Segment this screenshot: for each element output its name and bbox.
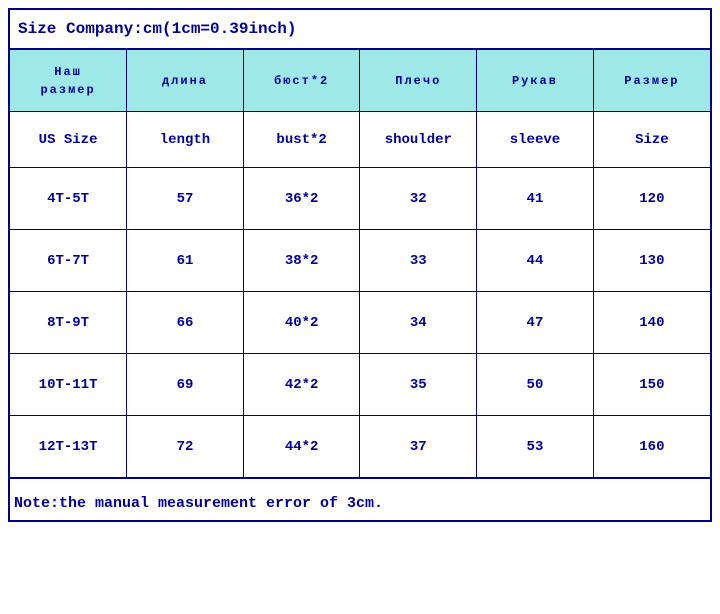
- cell: 150: [593, 354, 710, 416]
- cell: 34: [360, 292, 477, 354]
- cell: 72: [127, 416, 244, 478]
- header-row-russian: Нашразмер длина бюст*2 Плечо Рукав Разме…: [10, 50, 710, 112]
- cell: 37: [360, 416, 477, 478]
- table-row: 6T-7T 61 38*2 33 44 130: [10, 230, 710, 292]
- cell: 130: [593, 230, 710, 292]
- cell: 61: [127, 230, 244, 292]
- cell: 160: [593, 416, 710, 478]
- chart-title: Size Company:cm(1cm=0.39inch): [10, 10, 710, 49]
- header-en-4: sleeve: [477, 112, 594, 168]
- header-row-english: US Size length bust*2 shoulder sleeve Si…: [10, 112, 710, 168]
- header-ru-5: Размер: [593, 50, 710, 112]
- cell: 4T-5T: [10, 168, 127, 230]
- size-table: Нашразмер длина бюст*2 Плечо Рукав Разме…: [10, 49, 710, 478]
- cell: 6T-7T: [10, 230, 127, 292]
- chart-footer-note: Note:the manual measurement error of 3cm…: [10, 478, 710, 520]
- cell: 10T-11T: [10, 354, 127, 416]
- cell: 69: [127, 354, 244, 416]
- cell: 66: [127, 292, 244, 354]
- cell: 32: [360, 168, 477, 230]
- cell: 44: [477, 230, 594, 292]
- cell: 40*2: [243, 292, 360, 354]
- cell: 36*2: [243, 168, 360, 230]
- cell: 33: [360, 230, 477, 292]
- cell: 57: [127, 168, 244, 230]
- header-en-5: Size: [593, 112, 710, 168]
- header-en-2: bust*2: [243, 112, 360, 168]
- size-chart-container: Size Company:cm(1cm=0.39inch) Нашразмер …: [8, 8, 712, 522]
- header-ru-2: бюст*2: [243, 50, 360, 112]
- cell: 42*2: [243, 354, 360, 416]
- cell: 47: [477, 292, 594, 354]
- header-en-0: US Size: [10, 112, 127, 168]
- table-row: 8T-9T 66 40*2 34 47 140: [10, 292, 710, 354]
- cell: 8T-9T: [10, 292, 127, 354]
- cell: 12T-13T: [10, 416, 127, 478]
- header-ru-3: Плечо: [360, 50, 477, 112]
- cell: 44*2: [243, 416, 360, 478]
- cell: 53: [477, 416, 594, 478]
- header-ru-1: длина: [127, 50, 244, 112]
- table-row: 12T-13T 72 44*2 37 53 160: [10, 416, 710, 478]
- header-ru-4: Рукав: [477, 50, 594, 112]
- cell: 38*2: [243, 230, 360, 292]
- header-ru-0: Нашразмер: [10, 50, 127, 112]
- header-en-1: length: [127, 112, 244, 168]
- table-row: 10T-11T 69 42*2 35 50 150: [10, 354, 710, 416]
- table-row: 4T-5T 57 36*2 32 41 120: [10, 168, 710, 230]
- cell: 41: [477, 168, 594, 230]
- cell: 120: [593, 168, 710, 230]
- header-en-3: shoulder: [360, 112, 477, 168]
- cell: 35: [360, 354, 477, 416]
- cell: 140: [593, 292, 710, 354]
- cell: 50: [477, 354, 594, 416]
